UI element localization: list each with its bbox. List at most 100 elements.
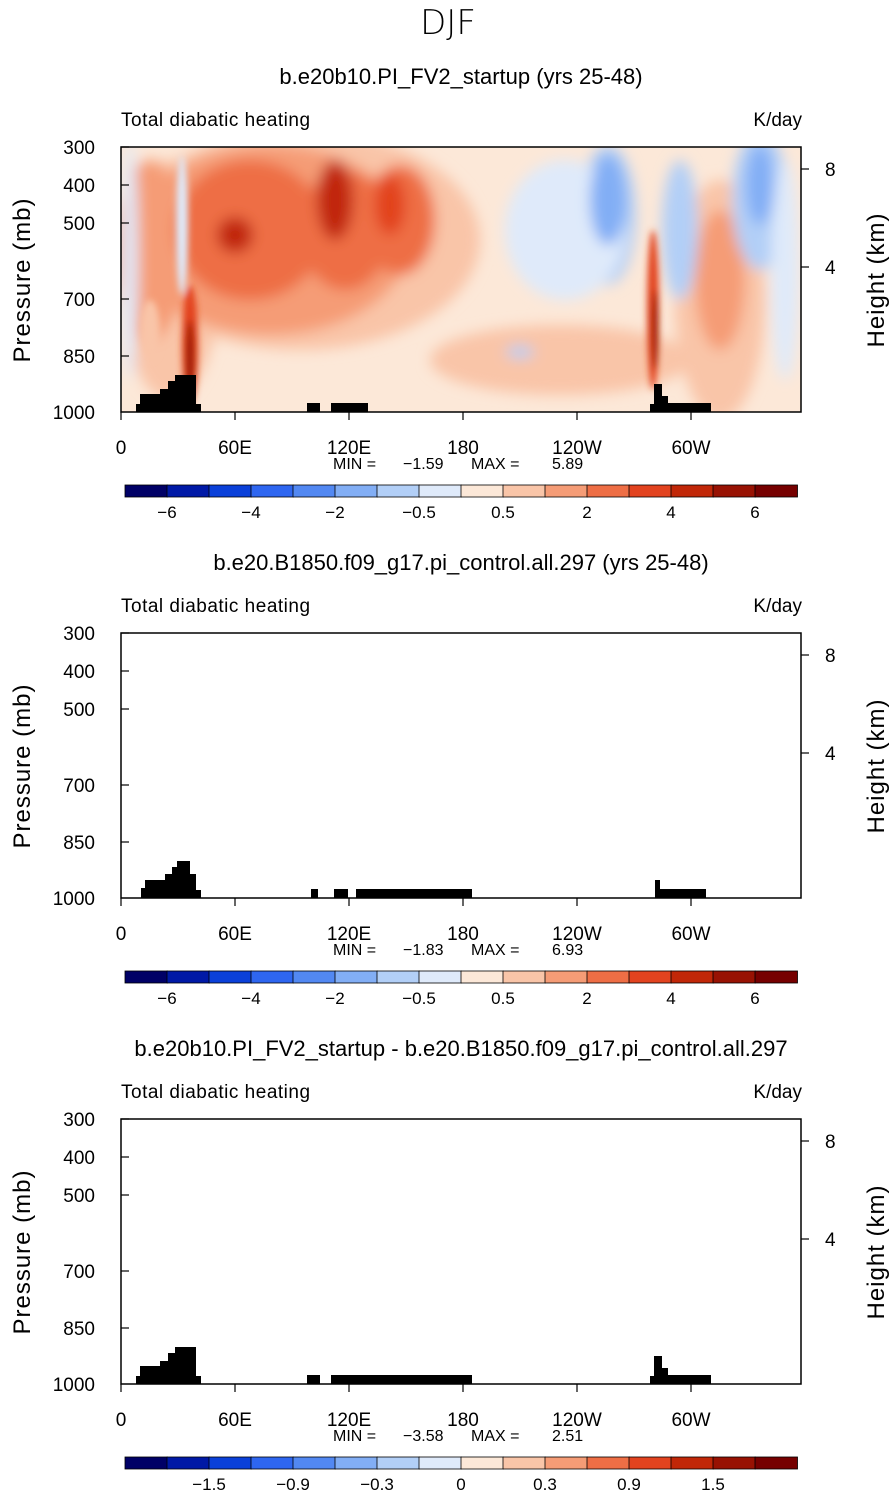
colorbar-tick-label: 0.9 bbox=[617, 1475, 641, 1493]
height-tick-label: 8 bbox=[825, 160, 836, 181]
height-tick-label: 4 bbox=[825, 258, 836, 279]
x-tick-label: 60W bbox=[671, 438, 710, 459]
colorbar-swatch bbox=[250, 484, 294, 498]
y-axis-title: Pressure (mb) bbox=[9, 1169, 36, 1334]
y-tick-label: 1000 bbox=[53, 403, 95, 424]
y-tick-label: 1000 bbox=[53, 889, 95, 910]
topography-mask bbox=[141, 861, 706, 898]
min-max-readout: MIN = −3.58 MAX = 2.51 bbox=[333, 1428, 583, 1445]
max-label: MAX = bbox=[471, 1428, 519, 1445]
colorbar: −6 −4 −2 −0.5 0.5 2 4 6 bbox=[124, 970, 798, 1008]
panel-2: b.e20b10.PI_FV2_startup - b.e20.B1850.f0… bbox=[9, 1036, 890, 1493]
min-value: −1.59 bbox=[403, 456, 444, 473]
colorbar-swatch bbox=[124, 1456, 168, 1470]
colorbar: −6 −4 −2 −0.5 0.5 2 4 6 bbox=[124, 484, 798, 522]
colorbar-swatch bbox=[502, 970, 546, 984]
x-axis: 0 60E 120E 180 120W 60W bbox=[116, 412, 711, 459]
colorbar-tick-label: −6 bbox=[157, 503, 176, 522]
panel-title: b.e20b10.PI_FV2_startup - b.e20.B1850.f0… bbox=[134, 1036, 787, 1061]
colorbar-tick-label: −2 bbox=[325, 989, 344, 1008]
units-label: K/day bbox=[753, 1082, 802, 1103]
topography-mask bbox=[136, 1347, 711, 1384]
y-axis-right: 8 4 bbox=[801, 160, 836, 279]
y-tick-label: 400 bbox=[63, 1148, 95, 1169]
colorbar-swatch bbox=[418, 970, 462, 984]
min-label: MIN = bbox=[333, 942, 376, 959]
y-tick-label: 300 bbox=[63, 138, 95, 159]
colorbar-swatch bbox=[418, 1456, 462, 1470]
colorbar-swatch bbox=[670, 484, 714, 498]
x-tick-label: 120W bbox=[552, 1410, 602, 1431]
x-tick-label: 60E bbox=[218, 924, 252, 945]
colorbar-swatch bbox=[712, 484, 756, 498]
x-tick-label: 120W bbox=[552, 924, 602, 945]
x-tick-label: 120E bbox=[327, 1410, 371, 1431]
colorbar-tick-label: −4 bbox=[241, 989, 260, 1008]
max-value: 6.93 bbox=[552, 942, 583, 959]
y-tick-label: 300 bbox=[63, 624, 95, 645]
colorbar-tick-label: −2 bbox=[325, 503, 344, 522]
heatmap bbox=[115, 1102, 805, 1384]
heatmap bbox=[121, 147, 801, 412]
colorbar-swatch bbox=[292, 1456, 336, 1470]
y-tick-label: 850 bbox=[63, 347, 95, 368]
colorbar-swatch bbox=[712, 970, 756, 984]
colorbar-tick-label: −0.5 bbox=[402, 989, 436, 1008]
colorbar-swatch bbox=[754, 1456, 798, 1470]
panel-title: b.e20b10.PI_FV2_startup (yrs 25-48) bbox=[279, 64, 642, 89]
colorbar-swatch bbox=[166, 1456, 210, 1470]
colorbar-tick-label: −6 bbox=[157, 989, 176, 1008]
y-tick-label: 700 bbox=[63, 776, 95, 797]
x-tick-label: 180 bbox=[447, 438, 479, 459]
panel-1: b.e20.B1850.f09_g17.pi_control.all.297 (… bbox=[9, 550, 890, 1008]
y-tick-label: 400 bbox=[63, 176, 95, 197]
y-axis-left: 300 400 500 700 850 1000 bbox=[53, 138, 129, 424]
height-tick-label: 8 bbox=[825, 1132, 836, 1153]
colorbar-tick-label: 1.5 bbox=[701, 1475, 725, 1493]
panel-0: b.e20b10.PI_FV2_startup (yrs 25-48) Tota… bbox=[9, 64, 890, 522]
colorbar-swatch bbox=[376, 1456, 420, 1470]
x-tick-label: 120E bbox=[327, 924, 371, 945]
colorbar-tick-label: −0.3 bbox=[360, 1475, 394, 1493]
x-tick-label: 120W bbox=[552, 438, 602, 459]
colorbar-swatch bbox=[460, 970, 504, 984]
colorbar-tick-label: 6 bbox=[750, 503, 759, 522]
colorbar-swatch bbox=[754, 970, 798, 984]
min-label: MIN = bbox=[333, 456, 376, 473]
x-tick-label: 60W bbox=[671, 1410, 710, 1431]
y-axis-right: 8 4 bbox=[801, 1132, 836, 1251]
min-max-readout: MIN = −1.83 MAX = 6.93 bbox=[333, 942, 583, 959]
height-tick-label: 4 bbox=[825, 1230, 836, 1251]
max-label: MAX = bbox=[471, 942, 519, 959]
colorbar-swatch bbox=[166, 484, 210, 498]
colorbar-swatch bbox=[670, 1456, 714, 1470]
y-axis-title: Pressure (mb) bbox=[9, 683, 36, 848]
y-tick-label: 500 bbox=[63, 1186, 95, 1207]
figure-title: DJF bbox=[420, 3, 476, 43]
colorbar-swatch bbox=[334, 970, 378, 984]
colorbar-swatch bbox=[334, 1456, 378, 1470]
y-axis-right-title: Height (km) bbox=[863, 1184, 890, 1319]
x-tick-label: 120E bbox=[327, 438, 371, 459]
x-tick-label: 0 bbox=[116, 1410, 127, 1431]
x-axis: 0 60E 120E 180 120W 60W bbox=[116, 898, 711, 945]
colorbar-swatch bbox=[334, 484, 378, 498]
colorbar-tick-label: 0.3 bbox=[533, 1475, 557, 1493]
colorbar-tick-label: 2 bbox=[582, 503, 591, 522]
colorbar-tick-label: 4 bbox=[666, 503, 675, 522]
topography-mask bbox=[136, 375, 711, 412]
colorbar-swatch bbox=[376, 970, 420, 984]
y-axis-title: Pressure (mb) bbox=[9, 197, 36, 362]
colorbar-swatch bbox=[166, 970, 210, 984]
max-value: 5.89 bbox=[552, 456, 583, 473]
colorbar-swatch bbox=[460, 1456, 504, 1470]
colorbar-swatch bbox=[208, 970, 252, 984]
y-tick-label: 1000 bbox=[53, 1375, 95, 1396]
colorbar-swatch bbox=[292, 970, 336, 984]
x-tick-label: 0 bbox=[116, 924, 127, 945]
colorbar: −1.5 −0.9 −0.3 0 0.3 0.9 1.5 bbox=[124, 1456, 798, 1493]
y-axis-right-title: Height (km) bbox=[863, 698, 890, 833]
colorbar-tick-label: 0.5 bbox=[491, 989, 515, 1008]
colorbar-tick-label: 0 bbox=[456, 1475, 465, 1493]
